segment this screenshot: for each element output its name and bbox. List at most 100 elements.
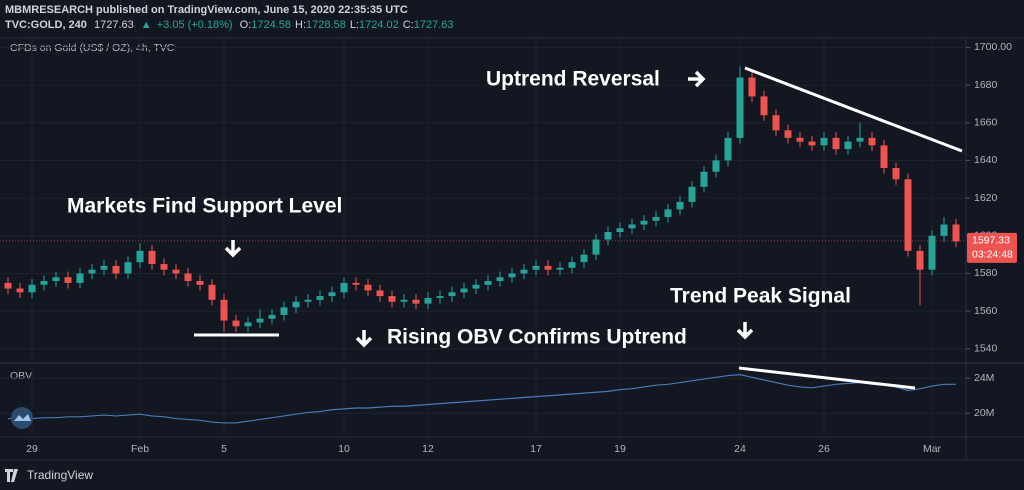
candle-body [472, 284, 480, 289]
ohlc-label: O: [240, 19, 252, 31]
candle-body [556, 267, 564, 270]
candle-body [64, 277, 72, 283]
y-tick-label: 1540 [974, 343, 998, 355]
ohlc-value: 1727.63 [414, 19, 454, 31]
annotation: Uptrend Reversal [486, 68, 660, 91]
ohlc-label: H: [295, 19, 306, 31]
candle-body [844, 141, 852, 150]
x-tick-label: 26 [818, 443, 830, 455]
candle-body [364, 284, 372, 291]
candle-body [952, 224, 960, 242]
candle-body [520, 269, 528, 274]
y2-tick-label: 24M [974, 372, 994, 384]
header-bg [0, 0, 1024, 38]
candle-body [232, 320, 240, 327]
candle-body [160, 264, 168, 270]
candle-body [340, 282, 348, 293]
candle-body [148, 250, 156, 265]
ohlc-label: L: [350, 19, 359, 31]
annotation: Trend Peak Signal [670, 285, 851, 308]
candle-body [40, 281, 48, 285]
symbol: TVC:GOLD, 240 [5, 19, 87, 31]
candle-body [16, 288, 24, 293]
footer-brand[interactable]: TradingView [27, 468, 93, 482]
ohlc-value: 1724.02 [359, 19, 399, 31]
y-tick-label: 1660 [974, 117, 998, 129]
candle-body [208, 284, 216, 300]
candle-body [28, 284, 36, 293]
candle-body [772, 115, 780, 131]
candle-body [616, 228, 624, 233]
candle-body [424, 297, 432, 304]
ohlc-value: 1728.58 [306, 19, 346, 31]
change-arrow: ▲ [141, 19, 152, 31]
last-price-box [967, 232, 1017, 263]
candle-body [172, 269, 180, 274]
y-tick-label: 1680 [974, 79, 998, 91]
candle-body [892, 167, 900, 180]
candle-body [400, 299, 408, 302]
ohlc-value: 1724.58 [251, 19, 291, 31]
change: +3.05 (+0.18%) [157, 19, 233, 31]
annotation: Markets Find Support Level [67, 195, 342, 218]
candle-body [4, 282, 12, 289]
publisher: MBMRESEARCH published on TradingView.com… [5, 4, 408, 16]
candle-body [604, 232, 612, 240]
candle-body [196, 281, 204, 285]
candle-body [124, 262, 132, 274]
arrow-icon [688, 70, 706, 88]
last-price-label: 1597.33 [972, 235, 1010, 247]
candle-body [940, 224, 948, 236]
candle-body [784, 130, 792, 138]
candle-body [712, 160, 720, 172]
candle-body [544, 265, 552, 270]
x-tick-label: 5 [221, 443, 227, 455]
candle-body [856, 137, 864, 142]
candle-body [292, 301, 300, 308]
arrow-icon [355, 330, 373, 348]
candle-body [568, 262, 576, 268]
x-tick-label: 29 [26, 443, 38, 455]
candle-body [724, 137, 732, 161]
candle-body [220, 299, 228, 321]
candle-body [760, 96, 768, 116]
candle-body [328, 292, 336, 297]
candle-body [628, 224, 636, 229]
arrow-icon [224, 240, 242, 258]
ohlc-label: C: [403, 19, 414, 31]
x-tick-label: 10 [338, 443, 350, 455]
candle-body [412, 299, 420, 304]
candle-body [112, 265, 120, 274]
candle-body [460, 288, 468, 293]
candle-body [268, 314, 276, 319]
x-tick-label: 24 [734, 443, 746, 455]
footer-logo [5, 469, 18, 482]
candle-body [244, 322, 252, 327]
y-tick-label: 1700.00 [974, 41, 1012, 53]
y-tick-label: 1580 [974, 267, 998, 279]
candle-body [832, 137, 840, 150]
candle-body [280, 307, 288, 315]
candle-body [928, 235, 936, 270]
candle-body [808, 141, 816, 146]
candle-body [100, 265, 108, 270]
marks: 154015601580160016201640166016801700.002… [0, 38, 1017, 455]
price: 1727.63 [94, 19, 134, 31]
candle-body [436, 296, 444, 298]
candle-body [136, 250, 144, 263]
candle-body [304, 299, 312, 302]
candle-body [184, 273, 192, 281]
candle-body [676, 201, 684, 210]
obv-line [7, 374, 956, 424]
x-tick-label: 17 [530, 443, 542, 455]
candle-body [640, 220, 648, 225]
trend-line [744, 66, 963, 153]
x-tick-label: Mar [923, 443, 942, 455]
candle-body [904, 179, 912, 251]
candle-body [880, 145, 888, 168]
y-tick-label: 1640 [974, 154, 998, 166]
candle-body [820, 137, 828, 146]
quote-line: TVC:GOLD, 240 1727.63 ▲ +3.05 (+0.18%) O… [5, 19, 454, 31]
